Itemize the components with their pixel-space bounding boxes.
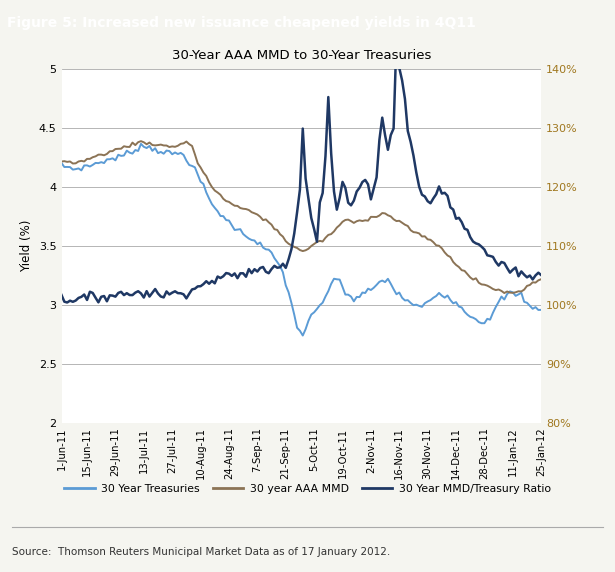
Y-axis label: Yield (%): Yield (%)	[20, 220, 33, 272]
30 year AAA MMD	[490, 285, 497, 292]
30 year AAA MMD	[137, 138, 145, 145]
30 Year MMD/Treasury Ratio	[313, 239, 320, 245]
30 Year MMD/Treasury Ratio	[129, 292, 136, 299]
30 Year MMD/Treasury Ratio	[239, 270, 247, 277]
30 Year MMD/Treasury Ratio	[393, 37, 400, 43]
30 year AAA MMD	[313, 239, 320, 245]
30 Year MMD/Treasury Ratio	[492, 259, 499, 265]
30 year AAA MMD	[293, 244, 301, 251]
30 Year Treasuries	[126, 149, 133, 156]
30 Year Treasuries	[239, 231, 247, 237]
30 year AAA MMD	[501, 289, 508, 296]
30 Year Treasuries	[58, 160, 65, 166]
Line: 30 Year Treasuries: 30 Year Treasuries	[62, 144, 541, 336]
30 Year Treasuries	[492, 304, 499, 311]
Legend: 30 Year Treasuries, 30 year AAA MMD, 30 Year MMD/Treasury Ratio: 30 Year Treasuries, 30 year AAA MMD, 30 …	[60, 480, 555, 498]
30 Year Treasuries	[290, 311, 298, 318]
Text: Source:  Thomson Reuters Municipal Market Data as of 17 January 2012.: Source: Thomson Reuters Municipal Market…	[12, 547, 391, 557]
Line: 30 year AAA MMD: 30 year AAA MMD	[62, 141, 541, 293]
30 Year Treasuries	[538, 307, 545, 313]
Text: Figure 5: Increased new issuance cheapened yields in 4Q11: Figure 5: Increased new issuance cheapen…	[7, 17, 476, 30]
30 year AAA MMD	[538, 276, 545, 283]
30 Year MMD/Treasury Ratio	[58, 292, 65, 299]
30 Year MMD/Treasury Ratio	[63, 299, 71, 306]
30 year AAA MMD	[126, 144, 133, 150]
30 Year MMD/Treasury Ratio	[538, 272, 545, 279]
30 year AAA MMD	[290, 244, 298, 251]
Title: 30-Year AAA MMD to 30-Year Treasuries: 30-Year AAA MMD to 30-Year Treasuries	[172, 49, 431, 62]
Line: 30 Year MMD/Treasury Ratio: 30 Year MMD/Treasury Ratio	[62, 40, 541, 303]
30 year AAA MMD	[239, 205, 247, 212]
30 year AAA MMD	[58, 158, 65, 165]
30 Year MMD/Treasury Ratio	[290, 230, 298, 237]
30 Year Treasuries	[293, 324, 301, 331]
30 Year Treasuries	[137, 141, 145, 148]
30 Year Treasuries	[299, 332, 306, 339]
30 Year MMD/Treasury Ratio	[293, 209, 301, 216]
30 Year Treasuries	[316, 302, 323, 309]
